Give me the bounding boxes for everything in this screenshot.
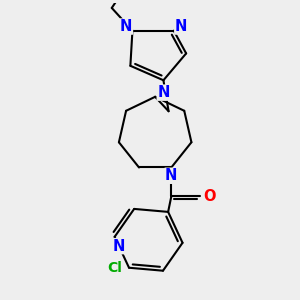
- Text: N: N: [120, 19, 132, 34]
- Text: O: O: [203, 189, 216, 204]
- Text: Cl: Cl: [107, 261, 122, 275]
- Text: N: N: [175, 19, 187, 34]
- Text: N: N: [157, 85, 170, 100]
- Text: N: N: [165, 168, 178, 183]
- Text: N: N: [112, 238, 125, 253]
